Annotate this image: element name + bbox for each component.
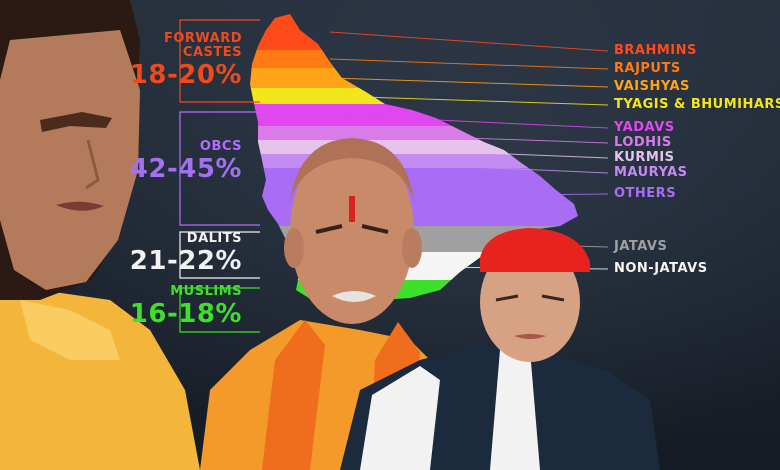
group-bracket	[179, 287, 260, 333]
group-obcs-name: OBCS	[199, 139, 242, 154]
caste-label-jatavs: JATAVS	[614, 239, 668, 254]
group-bracket	[179, 19, 260, 103]
group-muslims-percentage: 16-18%	[129, 299, 242, 329]
leader-line	[329, 132, 609, 144]
caste-label-non-jatavs: NON-JATAVS	[614, 261, 708, 276]
group-dalits-name: DALITS	[186, 231, 242, 246]
caste-label-kurmis: KURMIS	[614, 150, 675, 165]
caste-label-vaishyas: VAISHYAS	[614, 79, 690, 94]
group-obcs-percentage: 42-45%	[129, 154, 242, 184]
leader-line	[329, 114, 609, 129]
leader-line	[329, 31, 609, 52]
group-brackets	[179, 19, 260, 333]
caste-label-mauryas: MAURYAS	[614, 165, 688, 180]
caste-label-tyagis-bhumihars: TYAGIS & BHUMIHARS	[614, 97, 780, 112]
group-muslims-name: MUSLIMS	[170, 284, 242, 299]
person-left-photo	[0, 0, 200, 470]
group-obcs: OBCS 42-45%	[96, 139, 242, 184]
leader-line	[329, 95, 609, 106]
group-dalits: DALITS 21-22%	[96, 231, 242, 276]
leader-line	[329, 77, 609, 88]
caste-label-others: OTHERS	[614, 186, 677, 201]
caste-label-yadavs: YADAVS	[614, 120, 675, 135]
group-dalits-percentage: 21-22%	[129, 246, 242, 276]
caste-label-brahmins: BRAHMINS	[614, 43, 697, 58]
group-forward-castes-percentage: 18-20%	[129, 60, 242, 90]
group-muslims: MUSLIMS 16-18%	[96, 284, 242, 329]
group-bracket	[179, 111, 260, 226]
person-right-photo	[340, 228, 660, 470]
group-forward-castes: FORWARD CASTES 18-20%	[96, 31, 242, 90]
group-forward-castes-name-line1: FORWARD	[163, 31, 242, 46]
caste-label-rajputs: RAJPUTS	[614, 61, 681, 76]
group-bracket	[179, 231, 260, 279]
leader-line	[329, 58, 609, 70]
caste-label-lodhis: LODHIS	[614, 135, 672, 150]
group-forward-castes-name-line2: CASTES	[182, 45, 242, 60]
